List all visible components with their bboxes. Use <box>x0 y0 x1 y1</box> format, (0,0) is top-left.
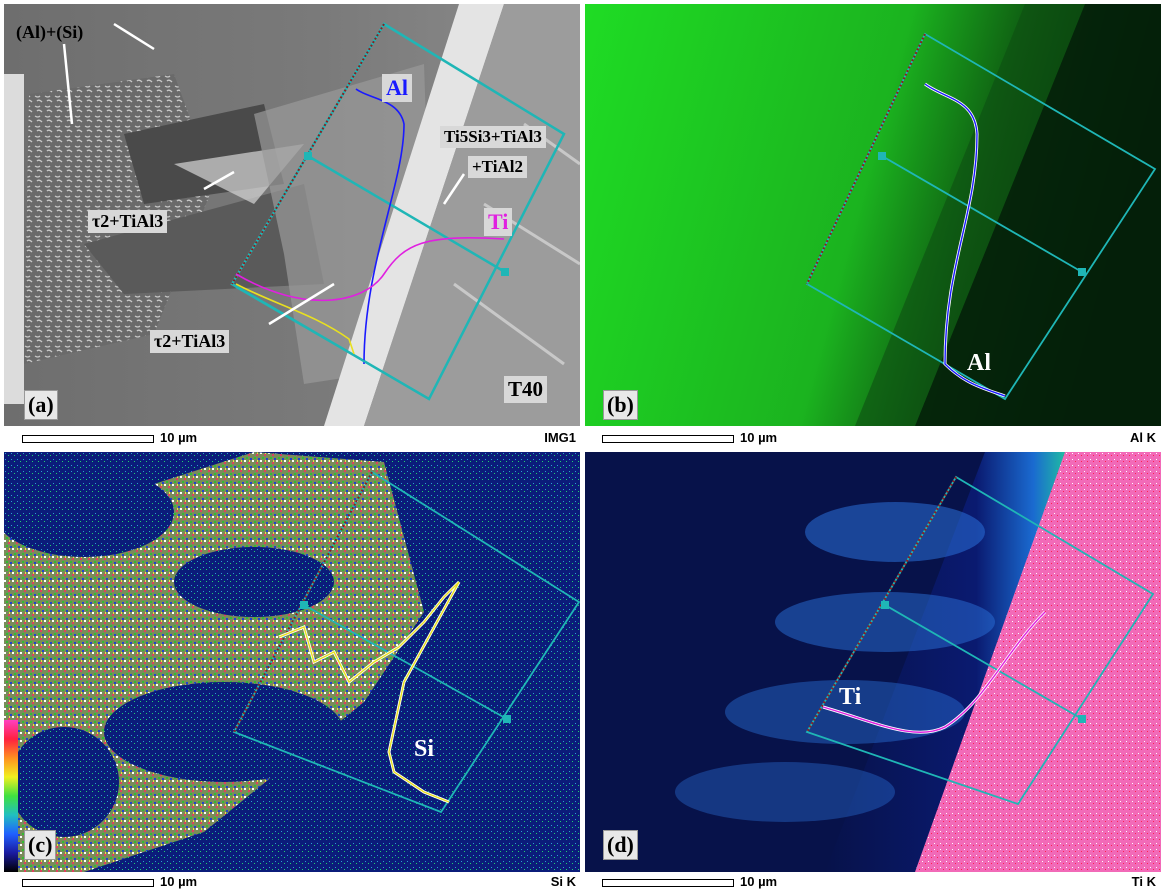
scalebar-bar <box>22 879 154 887</box>
scalebar-label: 10 µm <box>740 874 778 889</box>
panel-label-d: (d) <box>603 830 638 860</box>
scalebar-d: 10 µm Ti K <box>600 874 1160 892</box>
si-k-map <box>4 452 580 872</box>
element-label-al: Al <box>382 74 412 102</box>
scalebar-bar <box>22 435 154 443</box>
scalebar-bar <box>602 435 734 443</box>
element-label-al: Al <box>967 350 991 376</box>
ti-k-map <box>585 452 1161 872</box>
scalebar-label: 10 µm <box>160 874 198 889</box>
channel-label: IMG1 <box>544 430 576 445</box>
scalebar-label: 10 µm <box>160 430 198 445</box>
sem-micrograph <box>4 4 580 426</box>
element-label-ti: Ti <box>484 208 513 236</box>
element-label-ti: Ti <box>839 684 862 710</box>
al-k-map <box>585 4 1161 426</box>
channel-label: Al K <box>1130 430 1156 445</box>
channel-label: Si K <box>550 874 576 889</box>
panel-c-si-map: Si (c) <box>4 452 580 872</box>
channel-label: Ti K <box>1131 874 1156 889</box>
phase-label-tau-lower: τ2+TiAl3 <box>150 330 230 353</box>
phase-label-ti5si3: Ti5Si3+TiAl3 <box>440 126 546 148</box>
scalebar-b: 10 µm Al K <box>600 430 1160 448</box>
scalebar-c: 10 µm Si K <box>20 874 580 892</box>
panel-a-sem-image: (Al)+(Si) τ2+TiAl3 τ2+TiAl3 Ti5Si3+TiAl3… <box>4 4 580 426</box>
panel-label-b: (b) <box>603 390 638 420</box>
scalebar-a: 10 µm IMG1 <box>20 430 580 448</box>
phase-label-al-si: (Al)+(Si) <box>16 22 84 42</box>
phase-label-tau-upper: τ2+TiAl3 <box>88 210 168 233</box>
phase-label-tial2: +TiAl2 <box>468 156 527 178</box>
scalebar-bar <box>602 879 734 887</box>
panel-label-a: (a) <box>24 390 58 420</box>
panel-d-ti-map: Ti (d) <box>585 452 1161 872</box>
color-scale-strip <box>4 720 18 872</box>
panel-label-c: (c) <box>24 830 57 860</box>
scalebar-label: 10 µm <box>740 430 778 445</box>
sample-label: T40 <box>504 376 548 403</box>
element-label-si: Si <box>414 736 435 762</box>
panel-b-al-map: Al (b) <box>585 4 1161 426</box>
